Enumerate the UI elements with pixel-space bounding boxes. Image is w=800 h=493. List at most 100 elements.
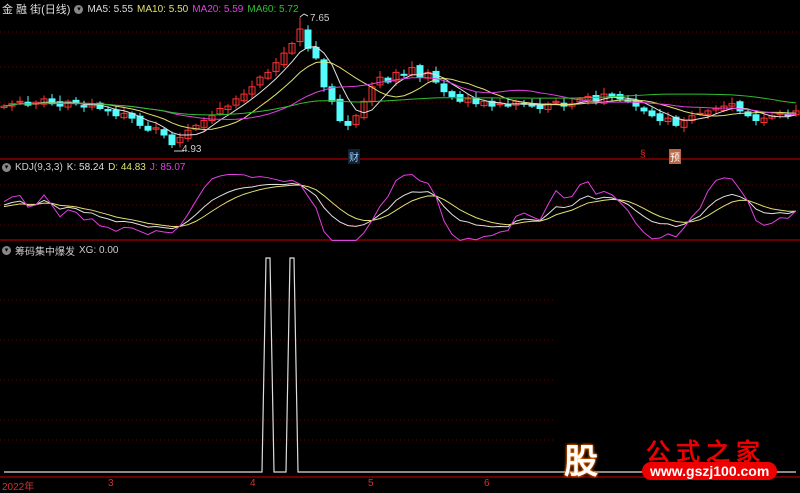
xg-panel-header: ▾ 筹码集中爆发 XG: 0.00: [2, 243, 118, 258]
candle-body: [400, 73, 408, 76]
candle-body: [352, 115, 360, 125]
candle-body: [392, 71, 400, 82]
xg-value: XG: 0.00: [79, 245, 119, 256]
candle-body: [232, 98, 240, 106]
candle-body: [752, 114, 760, 122]
chevron-down-icon[interactable]: ▾: [2, 163, 11, 172]
candle-body: [344, 121, 352, 126]
kdj-d-line: [3, 184, 797, 228]
forecast-mark[interactable]: 预: [669, 149, 681, 164]
xg-title: 筹码集中爆发: [15, 247, 75, 258]
kdj-j-value: J: 85.07: [149, 162, 186, 173]
candle-body: [432, 70, 440, 83]
candle-body: [640, 107, 648, 112]
watermark-logo: 股 公式之家 www.gszj100.com: [556, 432, 796, 488]
axis-tick: 5: [368, 478, 374, 489]
candle-body: [672, 116, 680, 126]
candle-body: [56, 101, 64, 107]
candle-body: [336, 98, 344, 122]
candle-body: [240, 93, 248, 102]
candle-body: [736, 101, 744, 112]
candle-body: [288, 42, 296, 54]
candle-body: [632, 99, 640, 107]
ma60-value: MA60: 5.72: [247, 3, 299, 15]
candle-body: [208, 115, 216, 122]
candle-body: [184, 129, 192, 139]
candle-body: [152, 127, 160, 130]
kdj-j-line: [3, 173, 797, 242]
candle-body: [280, 52, 288, 66]
candle-body: [544, 103, 552, 110]
axis-tick: 3: [108, 478, 114, 489]
candle-body: [272, 62, 280, 72]
kdj-title: KDJ(9,3,3): [15, 162, 63, 173]
ma10-value: MA10: 5.50: [137, 3, 189, 15]
logo-char: 股: [564, 443, 598, 481]
candle-body: [656, 113, 664, 122]
candle-body: [608, 93, 616, 97]
candle-body: [256, 76, 264, 86]
candle-body: [312, 46, 320, 59]
candle-body: [760, 117, 768, 123]
candle-body: [168, 134, 176, 146]
candle-body: [704, 110, 712, 115]
ma5-line: [3, 45, 797, 136]
candle-body: [48, 98, 56, 105]
ma10-line: [3, 61, 797, 130]
candle-body: [224, 105, 232, 110]
high-price-label: 7.65: [310, 13, 330, 24]
candle-body: [160, 129, 168, 136]
candle-body: [200, 120, 208, 128]
candle-body: [112, 109, 120, 117]
candle-body: [728, 103, 736, 107]
candle-body: [488, 100, 496, 107]
high-pointer: [299, 13, 309, 18]
ma60-line: [3, 93, 797, 116]
chevron-down-icon[interactable]: ▾: [74, 4, 84, 14]
finance-mark[interactable]: 财: [348, 149, 360, 164]
section-mark[interactable]: §: [640, 149, 646, 160]
logo-url: www.gszj100.com: [642, 462, 778, 480]
candle-body: [320, 59, 328, 88]
candle-body: [328, 86, 336, 102]
candle-body: [552, 100, 560, 104]
candle-body: [496, 103, 504, 106]
ma5-value: MA5: 5.55: [87, 3, 134, 15]
candle-body: [248, 86, 256, 95]
candle-body: [416, 65, 424, 78]
axis-tick: 6: [484, 478, 490, 489]
candle-body: [480, 100, 488, 107]
kdj-d-value: D: 44.83: [108, 162, 146, 173]
candle-body: [80, 105, 88, 108]
candle-body: [104, 108, 112, 112]
candle-body: [120, 112, 128, 119]
candle-body: [16, 100, 24, 103]
candle-body: [744, 111, 752, 117]
ma20-value: MA20: 5.59: [192, 3, 244, 15]
axis-tick: 2022年: [2, 482, 35, 493]
stock-title: 金 融 街(日线): [2, 4, 71, 16]
candle-body: [64, 100, 72, 108]
candle-body: [176, 136, 184, 144]
candle-body: [264, 71, 272, 79]
candle-body: [440, 83, 448, 93]
candle-body: [464, 98, 472, 103]
candle-body: [376, 76, 384, 86]
kdj-k-line: [3, 183, 797, 230]
candle-body: [40, 98, 48, 105]
candle-body: [296, 28, 304, 43]
kdj-k-value: K: 58.24: [66, 162, 105, 173]
main-panel-header: 金 融 街(日线) ▾ MA5: 5.55 MA10: 5.50 MA20: 5…: [2, 1, 299, 17]
low-price-label: 4.93: [182, 144, 202, 155]
candle-body: [360, 100, 368, 119]
kdj-panel-header: ▾ KDJ(9,3,3) K: 58.24 D: 44.83 J: 85.07: [2, 162, 185, 173]
candle-body: [144, 125, 152, 131]
chevron-down-icon[interactable]: ▾: [2, 246, 11, 255]
candle-body: [304, 29, 312, 49]
candle-body: [448, 91, 456, 97]
logo-title: 公式之家: [646, 439, 766, 466]
candle-body: [504, 104, 512, 107]
candle-body: [648, 110, 656, 117]
candle-body: [664, 117, 672, 123]
